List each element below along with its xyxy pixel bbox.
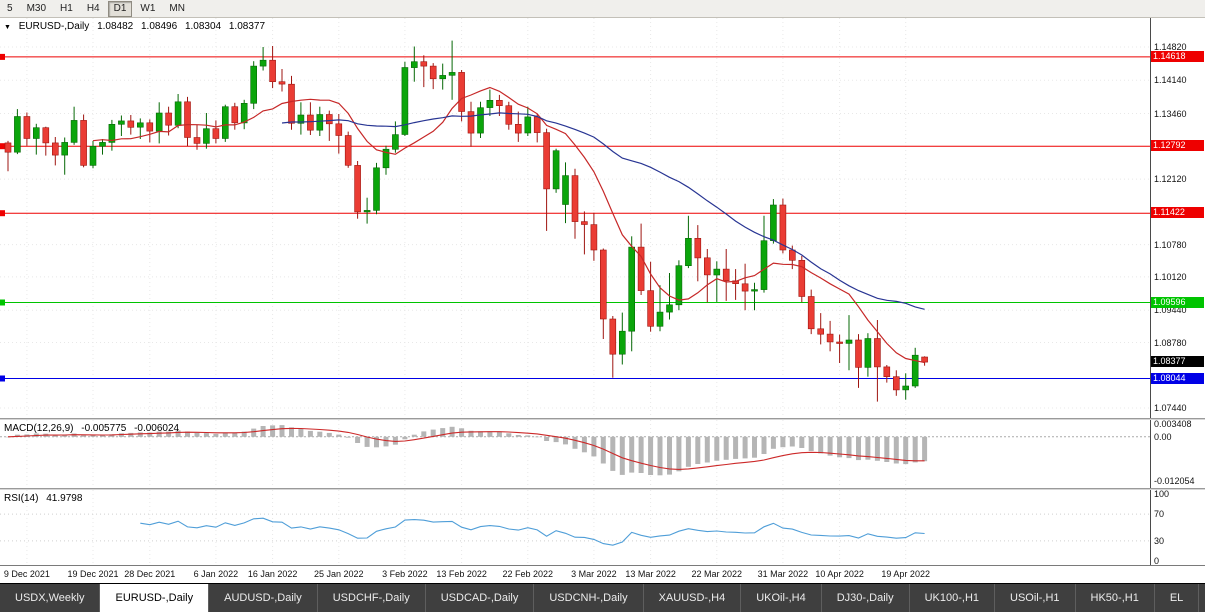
macd-value: -0.005775 <box>81 423 127 434</box>
axis-label: 1.12120 <box>1154 174 1187 185</box>
rsi-value: 41.9798 <box>46 493 83 504</box>
chart-stack: ▼ EURUSD-,Daily 1.08482 1.08496 1.08304 … <box>0 18 1205 583</box>
main-chart[interactable] <box>0 18 1150 418</box>
symbol-tabbar: USDX,Weekly EURUSD-,Daily AUDUSD-,Daily USD… <box>0 583 1205 612</box>
grid <box>26 420 907 488</box>
macd-header: MACD(12,26,9) -0.005775 -0.006024 <box>4 423 184 434</box>
tab-hk50-h1[interactable]: HK50-,H1 <box>1076 584 1155 612</box>
rsi-label: RSI(14) <box>4 493 39 504</box>
macd-label: MACD(12,26,9) <box>4 423 74 434</box>
rsi-panel: RSI(14) 41.9798 <box>0 490 1150 565</box>
grid <box>0 490 1150 565</box>
ma-30-line <box>281 112 925 310</box>
axis-label: 100 <box>1154 489 1170 499</box>
tab-audusd-daily[interactable]: AUDUSD-,Daily <box>209 584 318 612</box>
macd-signal-value: -0.006024 <box>134 423 180 434</box>
panel-splitter-rsi[interactable] <box>0 488 1205 490</box>
axis-label: 0.00 <box>1154 431 1172 442</box>
date-label: 22 Feb 2022 <box>502 569 554 579</box>
ma-10-line <box>92 86 925 364</box>
timeframe-h1[interactable]: H1 <box>54 1 79 17</box>
tab-eurusd-daily[interactable]: EURUSD-,Daily <box>100 584 210 612</box>
ohlc-low: 1.08304 <box>184 21 222 32</box>
tab-ukoil-h4[interactable]: UKOil-,H4 <box>741 584 822 612</box>
axis-label: 30 <box>1154 535 1165 546</box>
tab-dj30-daily[interactable]: DJ30-,Daily <box>822 584 910 612</box>
timeframe-5[interactable]: 5 <box>1 1 19 17</box>
axis-label: 1.13460 <box>1154 108 1187 119</box>
tab-usdcad-daily[interactable]: USDCAD-,Daily <box>426 584 535 612</box>
macd-chart[interactable] <box>0 420 1150 488</box>
date-label: 28 Dec 2021 <box>124 569 176 579</box>
axis-label: 1.10780 <box>1154 239 1187 250</box>
chart-header: ▼ EURUSD-,Daily 1.08482 1.08496 1.08304 … <box>4 21 270 32</box>
price-badge: 1.09596 <box>1151 296 1204 308</box>
timeframe-mn[interactable]: MN <box>163 1 191 17</box>
macd-signal-line <box>7 427 925 470</box>
main-price-panel: ▼ EURUSD-,Daily 1.08482 1.08496 1.08304 … <box>0 18 1150 418</box>
axis-label: 1.08780 <box>1154 337 1187 348</box>
timeframe-m30[interactable]: M30 <box>21 1 52 17</box>
tab-uk100-h1[interactable]: UK100-,H1 <box>910 584 996 612</box>
date-label: 10 Apr 2022 <box>815 569 864 579</box>
axis-label: 1.07440 <box>1154 403 1187 413</box>
date-label: 22 Mar 2022 <box>691 569 743 579</box>
axis-label: 0 <box>1154 556 1160 566</box>
rsi-line <box>140 517 925 546</box>
date-label: 25 Jan 2022 <box>314 569 364 579</box>
axis-label: 1.09440 <box>1154 305 1187 316</box>
chart-symbol-period: EURUSD-,Daily <box>18 21 90 32</box>
ohlc-close: 1.08377 <box>228 21 266 32</box>
level-lines <box>0 53 1150 382</box>
axis-label: 1.10120 <box>1154 271 1187 282</box>
tab-el[interactable]: EL <box>1155 584 1200 612</box>
axis-label: 1.14140 <box>1154 75 1187 86</box>
axis-label: 1.14820 <box>1154 42 1187 52</box>
axis-label: 0.003408 <box>1154 419 1192 430</box>
date-label: 19 Apr 2022 <box>881 569 930 579</box>
timeframe-h4[interactable]: H4 <box>81 1 106 17</box>
symbol-dropdown-icon: ▼ <box>4 24 11 31</box>
candles <box>4 40 928 402</box>
timeframe-toolbar: 5 M30 H1 H4 D1 W1 MN <box>0 0 1205 18</box>
rsi-header: RSI(14) 41.9798 <box>4 493 87 504</box>
date-label: 9 Dec 2021 <box>3 569 50 579</box>
rsi-chart[interactable] <box>0 490 1150 565</box>
date-label: 31 Mar 2022 <box>757 569 809 579</box>
ohlc-open: 1.08482 <box>97 21 134 32</box>
price-badge: 1.11422 <box>1151 207 1204 219</box>
timeframe-w1[interactable]: W1 <box>134 1 161 17</box>
macd-panel: MACD(12,26,9) -0.005775 -0.006024 <box>0 420 1150 488</box>
date-label: 3 Feb 2022 <box>382 569 428 579</box>
axis-label: -0.012054 <box>1154 475 1195 486</box>
tab-xauusd-h4[interactable]: XAUUSD-,H4 <box>644 584 742 612</box>
time-axis[interactable]: 9 Dec 2021 19 Dec 2021 28 Dec 2021 6 Jan 20… <box>0 565 1205 583</box>
price-badge: 1.12792 <box>1151 140 1204 152</box>
price-badge: 1.08044 <box>1151 372 1204 384</box>
tab-usdchf-daily[interactable]: USDCHF-,Daily <box>318 584 426 612</box>
date-label: 13 Feb 2022 <box>436 569 487 579</box>
price-badge: 1.14618 <box>1151 50 1204 62</box>
ohlc-high: 1.08496 <box>141 21 178 32</box>
date-label: 3 Mar 2022 <box>571 569 617 579</box>
date-label: 13 Mar 2022 <box>625 569 676 579</box>
tab-usoil-h1[interactable]: USOil-,H1 <box>995 584 1076 612</box>
price-badge: 1.08377 <box>1151 356 1204 368</box>
axis-label: 70 <box>1154 509 1165 520</box>
tab-usdcnh-daily[interactable]: USDCNH-,Daily <box>534 584 644 612</box>
date-label: 16 Jan 2022 <box>247 569 298 579</box>
date-label: 19 Dec 2021 <box>67 569 119 579</box>
panel-splitter-macd[interactable] <box>0 418 1205 420</box>
date-label: 6 Jan 2022 <box>193 569 239 579</box>
timeframe-d1[interactable]: D1 <box>107 0 133 17</box>
price-axis[interactable]: 1.14820 1.14140 1.13460 1.12120 1.10780 1.101… <box>1150 18 1205 583</box>
tab-usdx-weekly[interactable]: USDX,Weekly <box>0 584 101 612</box>
